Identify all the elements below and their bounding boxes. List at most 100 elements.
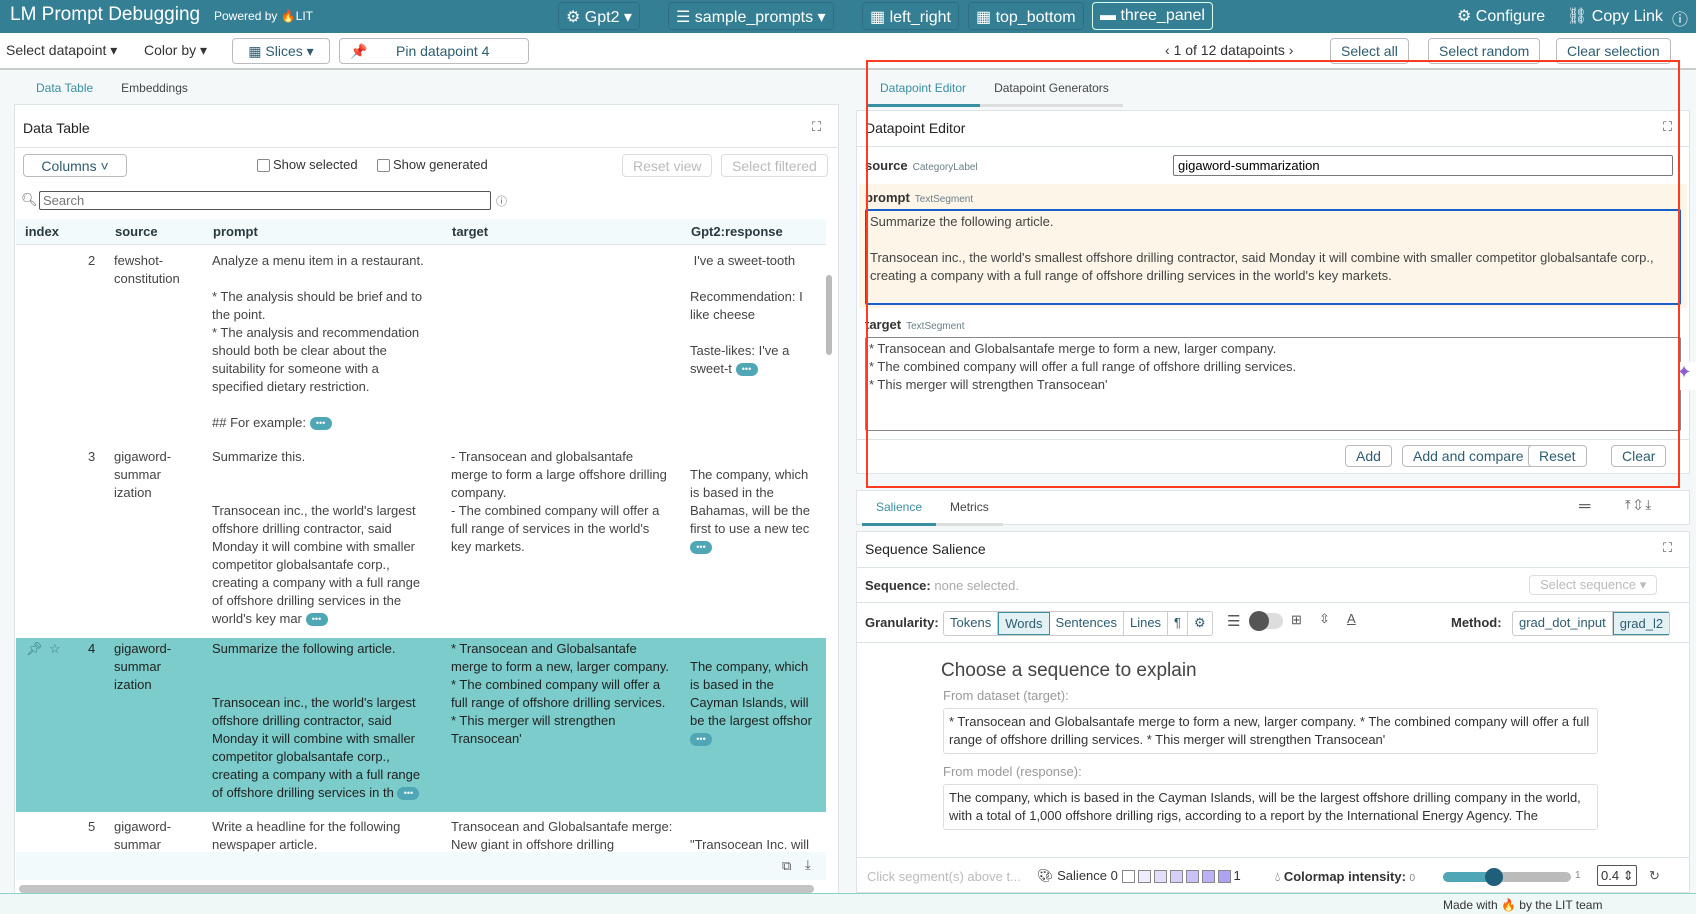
wrap-icon[interactable]: ☰ bbox=[1227, 613, 1241, 630]
search-help-icon[interactable]: ⓘ bbox=[496, 196, 507, 208]
granularity-custom[interactable]: ⚙ bbox=[1194, 615, 1206, 630]
expand-icon[interactable]: ⛶ bbox=[1663, 119, 1673, 134]
clear-button[interactable]: Clear bbox=[1611, 445, 1667, 467]
vertical-scrollbar[interactable] bbox=[826, 275, 832, 355]
tab-metrics[interactable]: Metrics bbox=[936, 491, 1003, 526]
display-toggle[interactable] bbox=[1249, 611, 1283, 631]
model-selector[interactable]: ⚙ Gpt2 ▾ bbox=[558, 2, 640, 30]
search-input[interactable] bbox=[39, 191, 491, 210]
columns-button[interactable]: Columns ˅ bbox=[23, 154, 127, 177]
horizontal-scrollbar[interactable] bbox=[19, 885, 814, 893]
source-field-label: source CategoryLabel bbox=[865, 158, 978, 173]
header-target[interactable]: target bbox=[452, 224, 489, 239]
dataset-selector[interactable]: ☰ sample_prompts ▾ bbox=[668, 2, 834, 30]
select-all-button[interactable]: Select all bbox=[1330, 38, 1409, 64]
select-random-button[interactable]: Select random bbox=[1428, 38, 1541, 64]
panel-position-icons[interactable]: ⤒ ⇕ ⤓ bbox=[1625, 497, 1652, 512]
prompt-textarea[interactable]: Summarize the following article. Transoc… bbox=[865, 209, 1681, 305]
cell-prompt: Analyze a menu item in a restaurant. * T… bbox=[212, 253, 424, 431]
granularity-paragraph[interactable]: ¶ bbox=[1168, 612, 1189, 635]
module-title: Sequence Salience bbox=[865, 541, 986, 557]
tab-datapoint-generators[interactable]: Datapoint Generators bbox=[980, 72, 1123, 107]
hint-text: Click segment(s) above t... bbox=[867, 869, 1021, 884]
more-icon[interactable]: ••• bbox=[309, 417, 332, 431]
granularity-lines[interactable]: Lines bbox=[1124, 612, 1169, 635]
dataset-sequence-option[interactable]: * Transocean and Globalsantafe merge to … bbox=[943, 708, 1598, 754]
data-table-module: Data Table ⛶ Columns ˅ Show selected Sho… bbox=[14, 104, 839, 894]
cell-source: gigaword- summar ization bbox=[114, 819, 172, 852]
reset-view-button[interactable]: Reset view bbox=[622, 154, 713, 177]
add-and-compare-button[interactable]: Add and compare bbox=[1402, 445, 1535, 467]
tab-embeddings[interactable]: Embeddings bbox=[107, 72, 202, 107]
reset-button[interactable]: Reset bbox=[1528, 445, 1587, 467]
reset-icon[interactable]: ↻ bbox=[1649, 868, 1660, 883]
layout-left-right[interactable]: ▦ left_right bbox=[862, 2, 959, 30]
layout-top-bottom[interactable]: ▦ top_bottom bbox=[968, 2, 1084, 30]
more-icon[interactable]: ••• bbox=[305, 613, 328, 627]
header-index[interactable]: index bbox=[25, 224, 59, 239]
more-icon[interactable]: ••• bbox=[690, 733, 712, 747]
more-icon[interactable]: ••• bbox=[690, 541, 712, 555]
show-generated-checkbox[interactable]: Show generated bbox=[377, 157, 488, 173]
select-sequence-dropdown[interactable]: Select sequence ▾ bbox=[1529, 575, 1658, 595]
select-datapoint-dropdown[interactable]: Select datapoint ▾ bbox=[6, 42, 118, 58]
granularity-sentences[interactable]: Sentences bbox=[1050, 612, 1124, 635]
powered-by: Powered by 🔥LIT bbox=[214, 9, 314, 23]
table-row[interactable]: 2 fewshot- constitution Analyze a menu i… bbox=[16, 246, 826, 442]
prompt-field-label: prompt TextSegment bbox=[865, 190, 974, 205]
select-filtered-button[interactable]: Select filtered bbox=[721, 154, 828, 177]
show-selected-checkbox[interactable]: Show selected bbox=[257, 157, 358, 173]
copy-icon[interactable]: ⧉ bbox=[782, 858, 792, 873]
sequence-label: Sequence: none selected. bbox=[865, 578, 1019, 593]
drop-icon: 💧︎ bbox=[1275, 869, 1281, 884]
granularity-group: Tokens Words Sentences Lines ¶ ⚙ bbox=[943, 611, 1213, 636]
tab-datapoint-editor[interactable]: Datapoint Editor bbox=[866, 72, 981, 107]
clear-selection-button[interactable]: Clear selection bbox=[1556, 38, 1671, 64]
grid-icon[interactable]: ⊞ bbox=[1291, 612, 1302, 627]
granularity-tokens[interactable]: Tokens bbox=[944, 612, 999, 635]
cell-prompt: Summarize this. Transocean inc., the wor… bbox=[212, 449, 421, 627]
source-input[interactable] bbox=[1173, 155, 1673, 176]
configure-button[interactable]: ⚙ Configure bbox=[1457, 8, 1546, 25]
star-icon[interactable]: ☆ bbox=[49, 641, 61, 656]
expand-icon[interactable]: ⛶ bbox=[1663, 540, 1673, 555]
more-icon[interactable]: ••• bbox=[397, 787, 420, 801]
cell-index: 4 bbox=[88, 641, 96, 656]
more-icon[interactable]: ••• bbox=[735, 363, 758, 377]
compact-icon[interactable]: ⇳ bbox=[1319, 611, 1330, 626]
intensity-max: 1 bbox=[1575, 870, 1581, 881]
pin-icon[interactable]: 📌︎ bbox=[26, 641, 43, 656]
cell-index: 2 bbox=[88, 253, 96, 268]
salience-legend: 🎨︎ Salience 0 1 bbox=[1037, 868, 1241, 884]
method-grad-dot-input[interactable]: grad_dot_input bbox=[1513, 612, 1613, 635]
sparkle-icon[interactable]: ✦ bbox=[1672, 362, 1696, 390]
legend-swatch bbox=[1169, 870, 1183, 884]
help-icon[interactable]: ⓘ bbox=[1672, 12, 1689, 29]
add-button[interactable]: Add bbox=[1345, 445, 1392, 467]
table-row[interactable]: 5 gigaword- summar ization Write a headl… bbox=[16, 812, 826, 852]
granularity-words[interactable]: Words bbox=[998, 612, 1050, 635]
intensity-input[interactable]: 0.4 ⇕ bbox=[1597, 865, 1637, 886]
header-source[interactable]: source bbox=[115, 224, 158, 239]
header-prompt[interactable]: prompt bbox=[213, 224, 258, 239]
text-color-icon[interactable]: A bbox=[1347, 611, 1356, 626]
layout-three-panel[interactable]: ▬ three_panel bbox=[1092, 2, 1213, 30]
pin-datapoint-button[interactable]: 📌 Pin datapoint 4 bbox=[339, 38, 529, 64]
tab-data-table[interactable]: Data Table bbox=[22, 72, 108, 107]
color-by-dropdown[interactable]: Color by ▾ bbox=[144, 42, 208, 58]
method-grad-l2[interactable]: grad_l2 bbox=[1612, 612, 1670, 635]
intensity-slider[interactable] bbox=[1443, 868, 1571, 886]
drag-handle-icon[interactable]: ═ bbox=[1579, 498, 1591, 515]
model-sequence-option[interactable]: The company, which is based in the Cayma… bbox=[943, 784, 1598, 830]
legend-swatch bbox=[1137, 870, 1151, 884]
header-response[interactable]: Gpt2:response bbox=[691, 224, 783, 239]
table-row[interactable]: 3 gigaword- summar ization Summarize thi… bbox=[16, 442, 826, 638]
expand-icon[interactable]: ⛶ bbox=[812, 119, 822, 134]
download-icon[interactable]: ⤓ bbox=[805, 857, 811, 872]
table-row-selected[interactable]: 📌︎ ☆ 4 gigaword- summar ization Summariz… bbox=[16, 638, 826, 812]
copy-link-button[interactable]: ⛓ Copy Link bbox=[1567, 8, 1663, 25]
slices-button[interactable]: ▦ Slices ▾ bbox=[232, 38, 330, 64]
tab-salience[interactable]: Salience bbox=[862, 491, 937, 526]
target-textarea[interactable]: * Transocean and Globalsantafe merge to … bbox=[865, 337, 1681, 431]
cell-source: fewshot- constitution bbox=[114, 253, 180, 286]
